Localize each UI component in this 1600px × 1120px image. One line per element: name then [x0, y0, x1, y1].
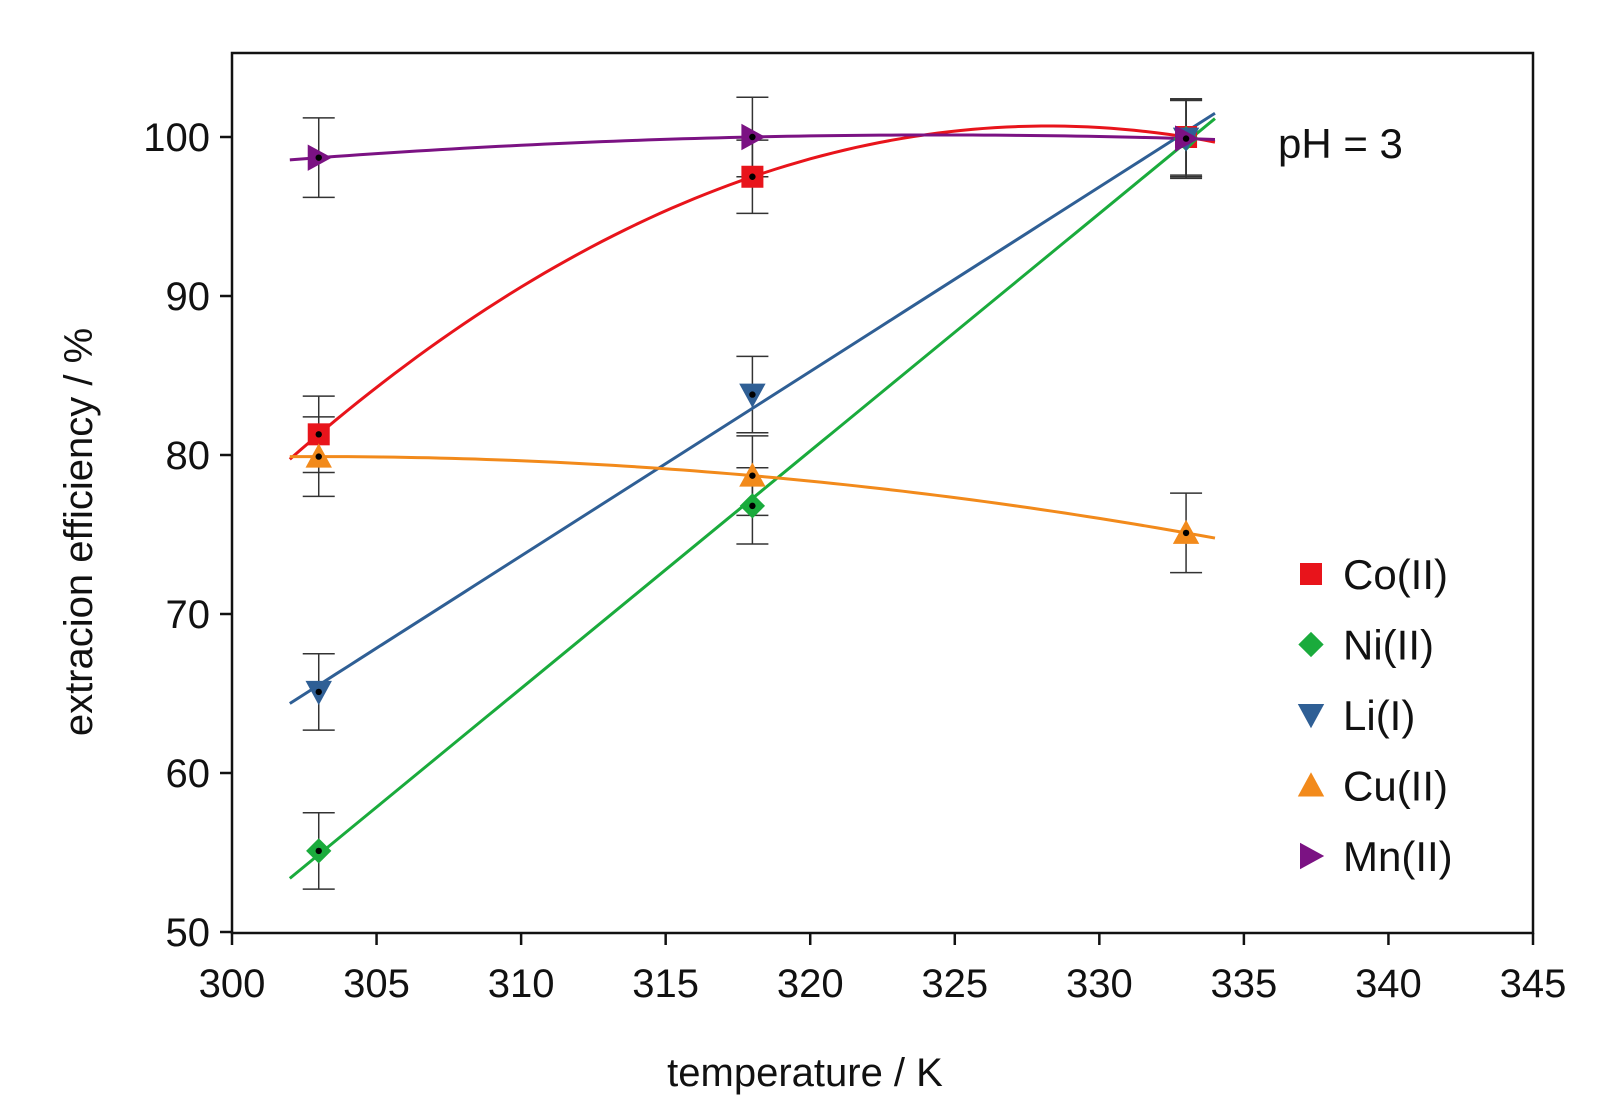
x-axis-title: temperature / K [667, 1051, 943, 1095]
data-point-center-coii [315, 431, 322, 438]
annotation-ph: pH = 3 [1278, 120, 1403, 167]
error-bars [302, 96, 1203, 890]
legend-label-niii: Ni(II) [1343, 622, 1434, 669]
data-point-center-lii [315, 688, 322, 696]
legend-marker-lii [1297, 704, 1325, 729]
axis-ticks: 300 305 310 315 320 325 330 335 340 345 50 60 70 80 90… [143, 116, 1566, 1006]
x-tick-label: 325 [921, 962, 988, 1006]
x-tick-label: 330 [1066, 962, 1133, 1006]
legend-label-mnii: Mn(II) [1343, 833, 1453, 880]
x-tick-label: 335 [1211, 962, 1278, 1006]
y-tick-label: 80 [166, 434, 211, 478]
y-tick-label: 100 [143, 116, 210, 160]
legend-label-cuii: Cu(II) [1343, 763, 1448, 810]
data-point-center-niii [749, 502, 756, 510]
legend: Co(II) Ni(II) Li(I) Cu(II) Mn(II) [1297, 551, 1453, 880]
y-axis-title: extracion efficiency / % [57, 328, 101, 736]
fit-line-lii [289, 111, 1216, 705]
data-point-center-cuii [1182, 529, 1190, 537]
data-point-center-mnii [1182, 135, 1190, 142]
data-point-center-cuii [749, 472, 756, 479]
data-markers [305, 123, 1200, 864]
y-tick-label: 50 [166, 911, 211, 955]
data-point-center-mnii [315, 154, 322, 161]
y-tick-label: 60 [166, 752, 211, 796]
plot-frame [230, 51, 1535, 935]
x-tick-label: 320 [777, 962, 844, 1006]
x-tick-label: 340 [1355, 962, 1422, 1006]
y-tick-label: 90 [166, 275, 211, 319]
legend-marker-cuii [1297, 772, 1325, 797]
y-tick-label: 70 [166, 593, 211, 637]
data-point-center-mnii [749, 133, 756, 141]
data-point-center-cuii [315, 453, 322, 460]
legend-marker-coii [1300, 563, 1322, 585]
x-tick-label: 345 [1500, 962, 1567, 1006]
legend-marker-niii [1298, 631, 1324, 658]
legend-label-coii: Co(II) [1343, 551, 1448, 598]
x-tick-label: 300 [199, 962, 266, 1006]
data-point-center-lii [749, 391, 756, 398]
data-point-center-niii [315, 847, 322, 855]
legend-label-lii: Li(I) [1343, 692, 1415, 739]
x-tick-label: 305 [343, 962, 410, 1006]
legend-marker-mnii [1300, 842, 1325, 870]
x-tick-label: 310 [488, 962, 555, 1006]
data-point-center-coii [749, 173, 756, 180]
x-tick-label: 315 [632, 962, 699, 1006]
